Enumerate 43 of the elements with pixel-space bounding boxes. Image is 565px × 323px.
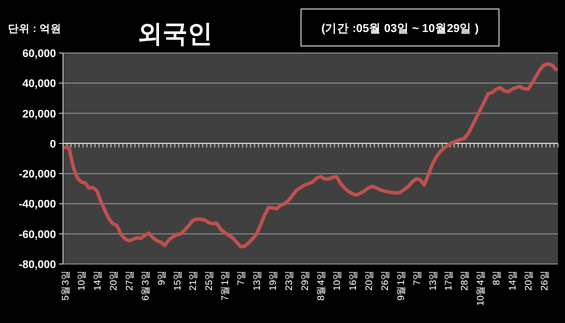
y-tick-label: 20,000 (22, 108, 56, 120)
x-tick-label: 14일 (508, 270, 519, 291)
x-tick-label: 8일 (492, 270, 503, 286)
x-tick-label: 5월3일 (60, 270, 72, 301)
y-tick-label: -20,000 (18, 168, 56, 181)
x-tick-label: 7일 (412, 270, 423, 286)
x-tick-label: 29일 (300, 270, 312, 291)
x-tick-label: 16일 (348, 270, 359, 291)
x-tick-label: 21일 (188, 270, 200, 291)
x-tick-label: 26일 (540, 270, 551, 291)
x-tick-label: 9월1일 (396, 270, 407, 301)
x-tick-label: 13일 (428, 270, 439, 291)
x-tick-label: 7월1일 (220, 270, 232, 301)
x-tick-label: 10일 (332, 270, 343, 291)
x-tick-label: 19일 (268, 270, 280, 291)
x-tick-label: 17일 (444, 270, 455, 291)
y-axis-title: 단위 : 억원 (8, 23, 62, 35)
x-tick-label: 10월4일 (476, 270, 487, 306)
x-tick-label: 13일 (252, 270, 264, 291)
x-tick-label: 23일 (284, 270, 296, 291)
line-series (63, 62, 558, 248)
x-tick-label: 15일 (172, 270, 184, 291)
x-tick-label: 20일 (108, 270, 120, 291)
x-tick-label: 9일 (156, 270, 168, 286)
x-tick-label: 8월4일 (316, 270, 327, 301)
y-tick-label: 40,000 (22, 78, 56, 90)
x-tick-label: 6월3일 (140, 270, 152, 301)
x-tick-label: 7일 (236, 270, 248, 286)
x-tick-label: 20일 (364, 270, 375, 291)
x-tick-label: 26일 (380, 270, 391, 291)
chart-subtitle: (기간 :05월 03일 ~ 10월29일 ) (321, 22, 479, 35)
x-tick-label: 20일 (524, 270, 535, 291)
y-tick-label: -80,000 (18, 259, 56, 271)
y-tick-label: 0 (50, 138, 56, 150)
y-tick-label: -60,000 (18, 228, 56, 241)
y-tick-label: 60,000 (22, 48, 56, 60)
x-tick-label: 28일 (460, 270, 471, 291)
x-tick-label: 10일 (76, 270, 88, 291)
x-tick-label: 25일 (204, 270, 216, 291)
x-tick-label: 27일 (124, 270, 136, 291)
chart-title: 외국인 (138, 20, 212, 48)
y-tick-label: -40,000 (18, 198, 56, 211)
x-tick-label: 14일 (92, 270, 104, 291)
